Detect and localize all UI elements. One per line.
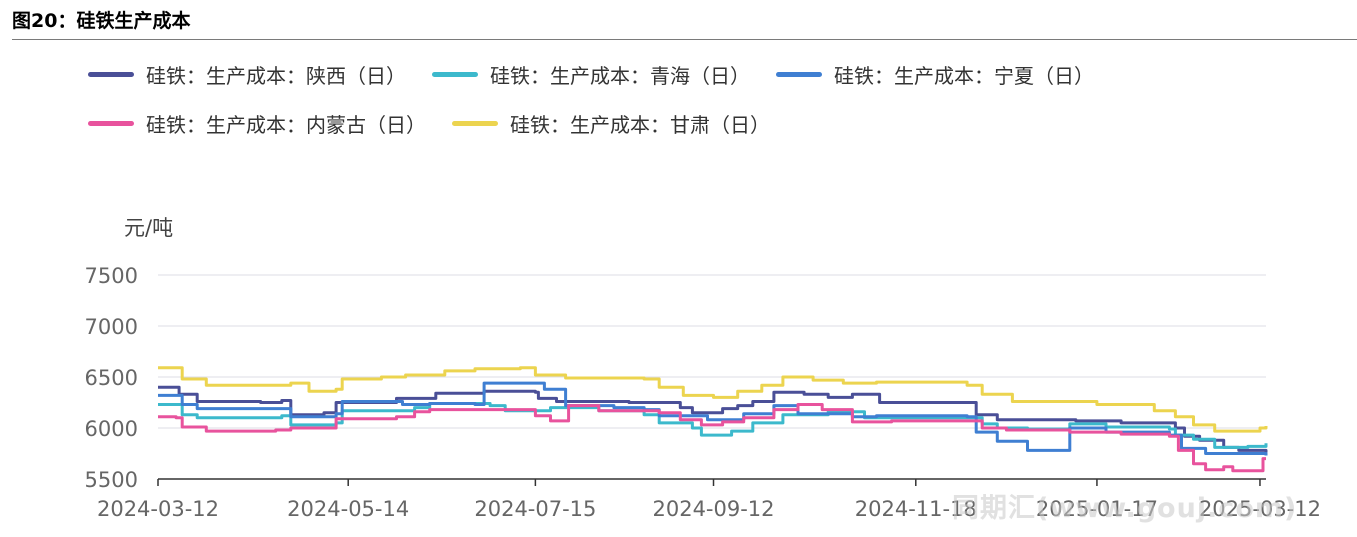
- legend-swatch: [776, 71, 822, 77]
- series-line-2: [158, 381, 1268, 456]
- legend-label: 硅铁：生产成本：宁夏（日）: [834, 63, 1094, 88]
- legend-item-qinghai[interactable]: 硅铁：生产成本：青海（日）: [432, 60, 750, 89]
- x-tick-label: 2024-05-14: [287, 497, 409, 521]
- title-divider: [12, 39, 1357, 40]
- y-tick-label: 7500: [85, 264, 138, 288]
- y-tick-label: 5500: [85, 468, 138, 492]
- legend-swatch: [432, 71, 478, 77]
- y-axis-unit-label: 元/吨: [124, 216, 173, 240]
- legend-item-ningxia[interactable]: 硅铁：生产成本：宁夏（日）: [776, 60, 1094, 89]
- x-tick-label: 2025-01-17: [1036, 497, 1158, 521]
- y-tick-label: 6000: [85, 417, 138, 441]
- x-tick-label: 2024-11-18: [855, 497, 977, 521]
- series-lines: [158, 366, 1268, 473]
- x-axis: 2024-03-12 2024-05-14 2024-07-15 2024-09-12…: [97, 478, 1321, 521]
- x-tick-label: 2024-07-15: [474, 497, 596, 521]
- legend-item-inner-mongolia[interactable]: 硅铁：生产成本：内蒙古（日）: [88, 109, 426, 138]
- x-tick-label: 2024-09-12: [652, 497, 774, 521]
- series-line-0: [158, 385, 1268, 453]
- y-tick-label: 7000: [85, 315, 138, 339]
- legend-item-gansu[interactable]: 硅铁：生产成本：甘肃（日）: [452, 109, 770, 138]
- y-axis: 5500 6000 6500 7000 7500: [85, 264, 138, 492]
- series-line-4: [158, 366, 1268, 433]
- legend-label: 硅铁：生产成本：内蒙古（日）: [146, 112, 426, 137]
- series-line-3: [158, 403, 1266, 473]
- x-tick-label: 2024-03-12: [97, 497, 219, 521]
- legend-label: 硅铁：生产成本：陕西（日）: [146, 63, 406, 88]
- legend-label: 硅铁：生产成本：青海（日）: [490, 63, 750, 88]
- chart-legend: 硅铁：生产成本：陕西（日） 硅铁：生产成本：青海（日） 硅铁：生产成本：宁夏（日…: [88, 58, 1348, 156]
- figure-title: 图20：硅铁生产成本: [12, 10, 191, 32]
- legend-item-shaanxi[interactable]: 硅铁：生产成本：陕西（日）: [88, 60, 406, 89]
- legend-swatch: [88, 120, 134, 126]
- legend-label: 硅铁：生产成本：甘肃（日）: [510, 112, 770, 137]
- watermark: 同期汇(www.gouj.com): [952, 493, 1298, 524]
- x-tick-label: 2025-03-12: [1199, 497, 1321, 521]
- y-tick-label: 6500: [85, 366, 138, 390]
- legend-swatch: [88, 71, 134, 77]
- legend-swatch: [452, 120, 498, 126]
